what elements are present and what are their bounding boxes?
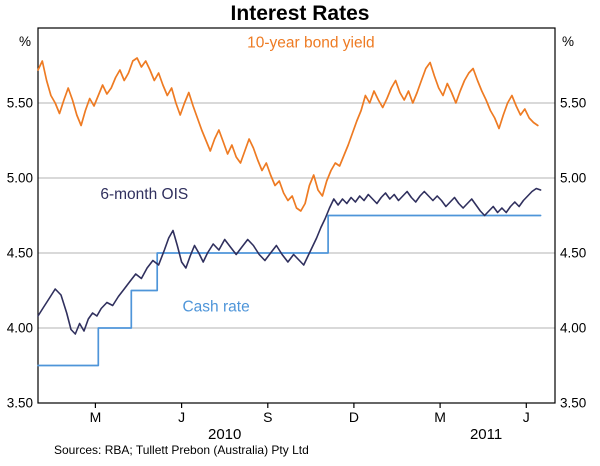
series-label-10-year-bond-yield: 10-year bond yield (247, 35, 375, 52)
y-tick-label-left: 5.50 (7, 96, 33, 111)
x-tick-label: J (178, 409, 185, 425)
series-line-6-month-ois (37, 187, 542, 335)
year-label: 2010 (208, 426, 241, 443)
y-tick-label-right: 5.00 (560, 171, 586, 186)
x-tick-label: M (90, 409, 102, 425)
x-tick-label: M (434, 409, 446, 425)
y-tick-label-right: 4.50 (560, 246, 586, 261)
series-line-10-year-bond-yield (37, 57, 539, 212)
year-label: 2011 (470, 426, 502, 443)
series-label-6-month-ois: 6-month OIS (100, 186, 188, 203)
y-tick-label-right: 5.50 (560, 96, 586, 111)
unit-label-left: % (19, 34, 31, 49)
x-tick-label: D (349, 409, 359, 425)
y-tick-label-left: 5.00 (7, 171, 33, 186)
series-line-cash-rate (37, 214, 542, 367)
y-tick-label-left: 4.00 (7, 321, 33, 336)
chart-title: Interest Rates (230, 2, 370, 25)
plot-frame (37, 27, 556, 404)
x-tick-label: S (263, 409, 272, 425)
series-label-cash-rate: Cash rate (182, 299, 249, 316)
y-tick-label-right: 3.50 (560, 396, 586, 411)
unit-label-right: % (562, 34, 574, 49)
chart-source-note: Sources: RBA; Tullett Prebon (Australia)… (54, 443, 309, 457)
x-tick-label: J (523, 409, 530, 425)
y-tick-label-right: 4.00 (560, 321, 586, 336)
y-tick-label-left: 4.50 (7, 246, 33, 261)
y-tick-label-left: 3.50 (7, 396, 33, 411)
